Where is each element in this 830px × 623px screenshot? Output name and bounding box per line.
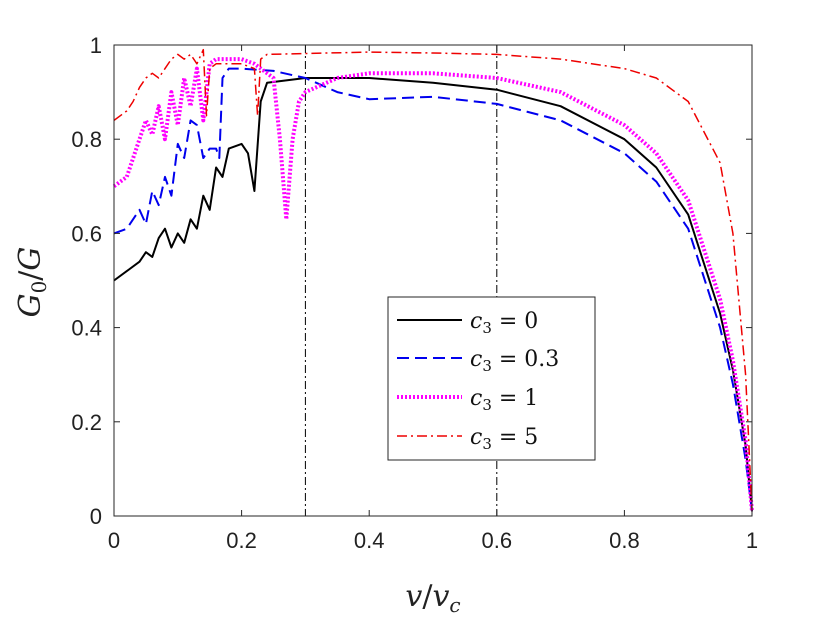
y-axis-title-var: G: [13, 247, 48, 271]
plot-frame: [113, 44, 753, 517]
legend-label-3: c3 = 5: [470, 425, 538, 453]
y-tick-label-0: 0: [90, 504, 102, 529]
series-line-3: [113, 48, 753, 512]
legend-label-2: c3 = 1: [470, 386, 538, 414]
legend: c3 = 0 c3 = 0.3 c3 = 1 c3 = 5: [387, 296, 596, 461]
x-tick-label-0: 0: [108, 528, 120, 553]
y-tick-label-3: 0.6: [71, 221, 102, 246]
y-tick-label-4: 0.8: [71, 127, 102, 152]
legend-label-1: c3 = 0.3: [470, 347, 559, 375]
x-axis-title-main: v: [405, 579, 422, 614]
y-axis-title: G0/G: [13, 247, 51, 318]
reference-lines: [304, 45, 498, 516]
x-tick-label-5: 1: [746, 528, 758, 553]
series-line-0: [113, 77, 753, 512]
y-tick-label-5: 1: [90, 33, 102, 58]
legend-label-0: c3 = 0: [470, 309, 538, 337]
legend-box: [387, 296, 596, 461]
y-axis-title-slash: /: [13, 270, 48, 281]
x-tick-label-3: 0.6: [482, 528, 513, 553]
x-axis-title-slash: /: [422, 579, 433, 614]
ticks: 0 0.2 0.4 0.6 0.8 1 0 0.2 0.4 0.6 0.8 1: [71, 33, 758, 553]
x-axis-title-var: v: [432, 579, 449, 614]
x-tick-label-1: 0.2: [226, 528, 257, 553]
y-tick-label-2: 0.4: [71, 316, 102, 341]
x-axis-title: v/vc: [405, 579, 460, 617]
y-axis-title-main: G: [13, 293, 48, 317]
y-axis-title-sub: 0: [27, 281, 51, 294]
series-layer: [112, 48, 754, 512]
x-tick-label-2: 0.4: [354, 528, 385, 553]
y-tick-label-1: 0.2: [71, 410, 102, 435]
series-line-1: [113, 67, 753, 512]
series-line-2: [112, 57, 754, 512]
x-tick-label-4: 0.8: [609, 528, 640, 553]
x-axis-title-sub: c: [449, 593, 460, 617]
